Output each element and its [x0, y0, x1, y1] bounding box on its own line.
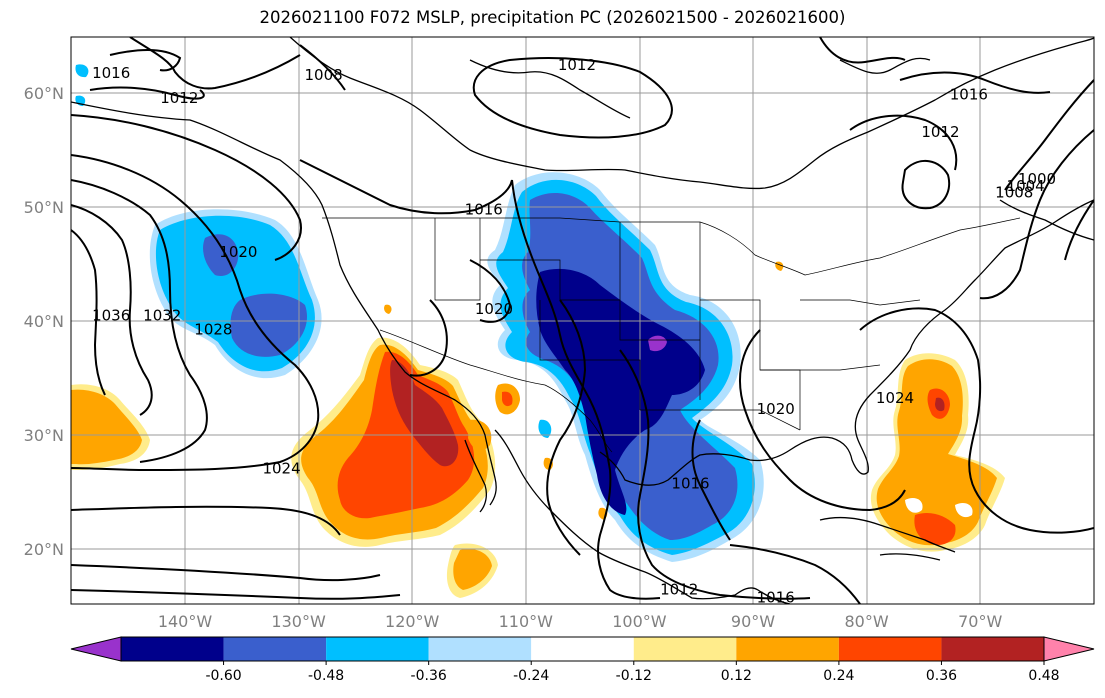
lon-label: 90°W	[731, 612, 775, 631]
lat-label: 20°N	[24, 540, 64, 559]
map-frame	[70, 36, 1095, 605]
colorbar-tick-label: -0.12	[616, 668, 652, 684]
lon-label: 70°W	[958, 612, 1002, 631]
isobar-label: 1008	[304, 66, 342, 84]
colorbar-tick-label: 0.36	[926, 668, 957, 684]
isobar-label: 1028	[194, 320, 232, 338]
lon-label: 140°W	[158, 612, 213, 631]
isobar-label: 1012	[660, 580, 698, 598]
colorbar-segment	[941, 637, 1044, 661]
colorbar-segment	[428, 637, 532, 661]
map-title: 2026021100 F072 MSLP, precipitation PC (…	[259, 8, 846, 27]
colorbar-tick-label: 0.12	[721, 668, 752, 684]
isobar-label: 1020	[475, 300, 513, 318]
lat-label: 50°N	[24, 198, 64, 217]
graticule	[71, 37, 1094, 604]
colorbar-segment	[633, 637, 737, 661]
isobar-label: 1000	[1018, 170, 1056, 188]
colorbar-max-arrow	[1043, 636, 1095, 662]
colorbar-segment	[838, 637, 942, 661]
isobar-label: 1024	[876, 389, 914, 407]
colorbar-segment	[121, 637, 224, 661]
lat-label: 30°N	[24, 426, 64, 445]
precip-shading	[71, 64, 1005, 598]
colorbar-tick-label: -0.36	[411, 668, 447, 684]
lat-label: 40°N	[24, 312, 64, 331]
lon-label: 120°W	[385, 612, 440, 631]
isobar-label: 1024	[262, 459, 300, 477]
map-body	[71, 37, 1094, 604]
political-borders	[322, 217, 1021, 453]
isobar-label: 1012	[160, 89, 198, 107]
colorbar-tick-label: -0.24	[513, 668, 549, 684]
longitude-labels: 140°W 130°W 120°W 110°W 100°W 90°W 80°W 70°W	[158, 612, 1003, 631]
isobar-label: 1020	[757, 400, 795, 418]
isobar-label: 1016	[92, 64, 130, 82]
colorbar-outline	[120, 636, 1045, 662]
latitude-labels: 60°N 50°N 40°N 30°N 20°N	[24, 84, 64, 559]
colorbar: -0.60 -0.48 -0.36 -0.24 -0.12 0.12 0.24 0.36 0.4…	[70, 636, 1095, 684]
isobar-label: 1036	[92, 307, 130, 325]
colorbar-segment	[736, 637, 839, 661]
isobar-labels: 1016101210081012101610121008100410001016…	[92, 56, 1056, 606]
colorbar-tick-label: -0.60	[205, 668, 241, 684]
coastlines	[71, 37, 1094, 604]
colorbar-segment	[223, 637, 327, 661]
isobar-label: 1016	[950, 86, 988, 104]
isobar-label: 1004	[1007, 177, 1045, 195]
lon-label: 100°W	[612, 612, 667, 631]
colorbar-min-arrow	[70, 636, 122, 662]
isobars	[71, 37, 1094, 604]
colorbar-segment	[531, 637, 634, 661]
lon-label: 80°W	[845, 612, 889, 631]
isobar-label: 1012	[921, 123, 959, 141]
isobar-label: 1016	[465, 201, 503, 219]
colorbar-tick-label: 0.48	[1028, 668, 1059, 684]
colorbar-segment	[326, 637, 429, 661]
colorbar-tick-label: 0.24	[823, 668, 854, 684]
isobar-label: 1008	[995, 184, 1033, 202]
lat-label: 60°N	[24, 84, 64, 103]
lon-label: 130°W	[271, 612, 326, 631]
lon-label: 110°W	[499, 612, 554, 631]
isobar-label: 1032	[143, 307, 181, 325]
isobar-label: 1012	[558, 56, 596, 74]
isobar-label: 1020	[219, 243, 257, 261]
isobar-label: 1016	[757, 588, 795, 606]
isobar-label: 1016	[671, 474, 709, 492]
colorbar-tick-label: -0.48	[308, 668, 344, 684]
